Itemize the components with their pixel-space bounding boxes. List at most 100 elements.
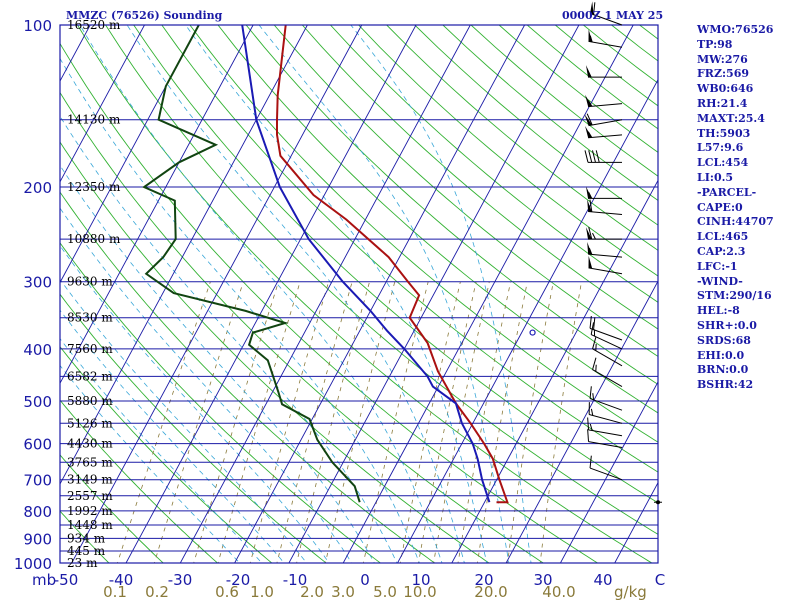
wind-barb bbox=[586, 65, 622, 78]
height-label: 3149 m bbox=[67, 473, 113, 487]
mixing-ratio-tick-label: 1.0 bbox=[250, 583, 274, 600]
mixing-ratio-line bbox=[362, 281, 429, 563]
stat-item: STM:290/16 bbox=[697, 289, 772, 303]
stat-item: LCL:465 bbox=[697, 230, 749, 244]
mixing-ratio-line bbox=[276, 281, 353, 563]
dry-adiabat bbox=[77, 25, 653, 563]
stat-item: WMO:76526 bbox=[697, 23, 774, 36]
wind-barb bbox=[592, 357, 623, 388]
dry-adiabat bbox=[386, 25, 658, 251]
dry-adiabat bbox=[60, 399, 219, 563]
stat-item: LCL:454 bbox=[697, 156, 749, 170]
moist-adiabat bbox=[60, 115, 398, 563]
wind-barb bbox=[590, 322, 623, 350]
barb-shaft bbox=[592, 369, 623, 388]
barb-feather bbox=[584, 150, 589, 163]
mixing-ratio-line bbox=[539, 281, 582, 563]
dry-adiabat bbox=[189, 25, 658, 443]
dry-adiabat bbox=[217, 25, 658, 414]
barb-shaft bbox=[589, 414, 623, 424]
mixing-ratio-tick-label: 20.0 bbox=[474, 583, 507, 600]
mixing-ratio-line bbox=[116, 281, 211, 563]
isotherm bbox=[505, 280, 658, 563]
wind-barb bbox=[589, 386, 623, 411]
barb-feather bbox=[588, 192, 593, 199]
moist-adiabat bbox=[60, 309, 285, 563]
isotherm bbox=[60, 25, 254, 385]
isotherms bbox=[60, 25, 658, 563]
dry-adiabat bbox=[60, 242, 382, 563]
height-label: 10880 m bbox=[67, 232, 121, 246]
isotherm bbox=[559, 380, 658, 563]
wind-barb bbox=[585, 94, 623, 108]
barb-feather bbox=[590, 408, 594, 416]
dry-adiabat bbox=[358, 25, 658, 277]
temp-tick-label: 20 bbox=[474, 571, 493, 589]
moist-adiabat bbox=[60, 278, 308, 563]
height-label: 16520 m bbox=[67, 18, 121, 32]
dry-adiabat bbox=[60, 510, 110, 563]
height-label: 934 m bbox=[67, 531, 106, 545]
barb-shaft bbox=[588, 441, 623, 448]
barb-feather bbox=[595, 150, 600, 163]
barb-shaft bbox=[588, 134, 623, 139]
dry-adiabat bbox=[60, 141, 490, 563]
dry-adiabat bbox=[60, 293, 327, 563]
dry-adiabats bbox=[60, 25, 658, 563]
isotherm bbox=[125, 25, 417, 563]
height-label: 7560 m bbox=[67, 342, 113, 356]
barb-flag bbox=[586, 227, 592, 240]
dry-adiabat bbox=[301, 25, 658, 330]
pressure-tick-label: 300 bbox=[23, 274, 52, 292]
stat-item: CAPE:0 bbox=[697, 200, 743, 214]
wind-barb bbox=[589, 1, 623, 26]
barb-feather bbox=[589, 199, 593, 212]
stat-item: FRZ:569 bbox=[697, 67, 750, 81]
mixing-ratio-lines bbox=[116, 281, 582, 563]
temp-tick-label: -50 bbox=[54, 571, 79, 589]
barb-feather bbox=[587, 100, 593, 107]
mixing-ratio-line bbox=[193, 281, 279, 563]
barb-feather bbox=[586, 113, 593, 126]
dry-adiabat bbox=[105, 25, 658, 535]
mixing-ratio-tick-label: 0.6 bbox=[215, 583, 239, 600]
mixing-ratio-line bbox=[399, 281, 461, 563]
stat-item: MAXT:25.4 bbox=[697, 111, 765, 125]
surface-dot bbox=[656, 500, 660, 505]
wind-barb bbox=[587, 417, 623, 437]
barb-flag bbox=[584, 114, 593, 126]
barb-feather bbox=[591, 150, 596, 163]
barb-feather bbox=[589, 455, 592, 469]
barb-feather bbox=[588, 150, 593, 163]
dry-adiabat bbox=[60, 91, 545, 563]
moist-adiabat bbox=[60, 207, 353, 563]
pressure-tick-label: 400 bbox=[23, 341, 52, 359]
temp-tick-label: -10 bbox=[283, 571, 308, 589]
barb-flag bbox=[590, 1, 594, 15]
barb-feather bbox=[588, 226, 593, 240]
height-label: 445 m bbox=[67, 544, 106, 558]
isotherm bbox=[60, 25, 200, 284]
mixing-ratio-line bbox=[476, 281, 528, 563]
stat-item: SHR+:0.0 bbox=[697, 318, 757, 332]
pressure-tick-label: 500 bbox=[23, 393, 52, 411]
barb-shaft bbox=[589, 12, 623, 26]
barb-feather bbox=[587, 429, 590, 442]
moist-adiabat bbox=[60, 338, 263, 563]
mixing-ratio-tick-label: 5.0 bbox=[373, 583, 397, 600]
sounding-profiles bbox=[142, 25, 536, 504]
mixing-ratio-tick-label: 0.2 bbox=[145, 583, 169, 600]
temp-tick-label: -20 bbox=[226, 571, 251, 589]
dry-adiabat bbox=[161, 25, 658, 473]
barb-feather bbox=[587, 131, 593, 138]
isotherm bbox=[288, 25, 580, 563]
isotherm bbox=[342, 25, 634, 563]
pressure-unit-label: mb bbox=[32, 571, 56, 589]
temp-tick-label: -30 bbox=[168, 571, 193, 589]
pressure-tick-label: 1000 bbox=[14, 555, 52, 573]
barb-shaft bbox=[589, 327, 623, 341]
plot-frame bbox=[59, 24, 659, 564]
moist-adiabat bbox=[79, 25, 443, 563]
wind-barb bbox=[588, 255, 623, 275]
